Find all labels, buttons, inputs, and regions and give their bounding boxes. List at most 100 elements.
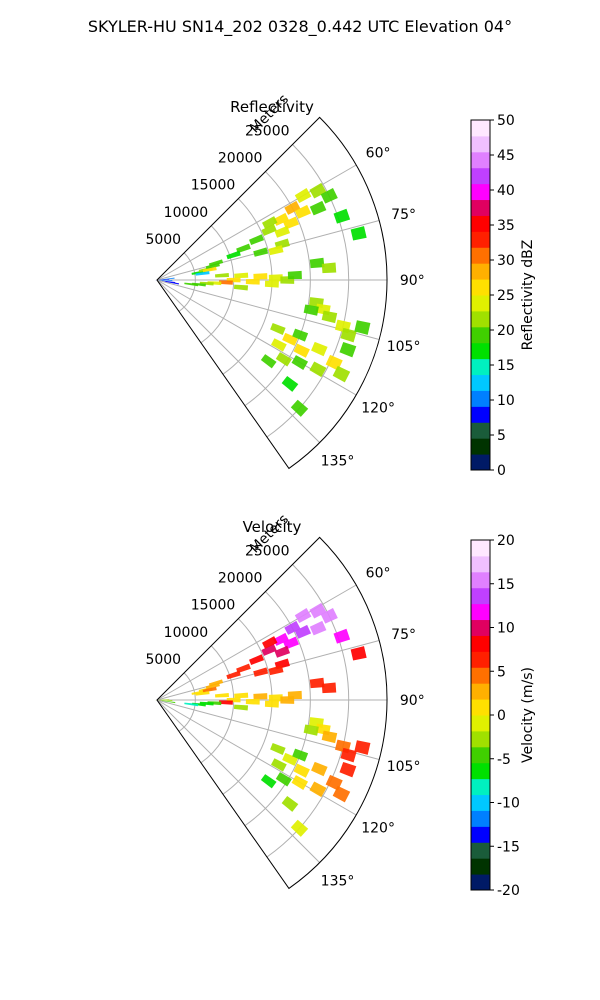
colorbar-label: Reflectivity dBZ [520,240,536,351]
colorbar-swatch [471,730,490,748]
data-cell [309,781,327,798]
range-tick-label: 15000 [191,178,236,194]
azimuth-tick-label: 90° [400,273,425,289]
data-cell [268,694,283,702]
data-cell [294,204,312,219]
range-tick-label: 10000 [164,625,209,641]
range-tick-label: 25000 [245,543,290,559]
data-cell [253,693,268,700]
data-cell [261,644,277,656]
data-cell [161,700,176,704]
colorbar-tick-label: 0 [497,463,506,479]
data-cell [274,645,291,658]
colorbar-swatch [471,667,490,684]
data-cell [303,304,319,316]
colorbar-tick-label: -5 [497,752,511,768]
range-tick-label: 20000 [218,571,263,587]
data-cell [332,785,351,803]
colorbar-swatch [471,215,490,232]
range-ring [222,198,273,375]
colorbar-swatch [471,374,490,391]
data-cell [350,226,367,241]
colorbar-swatch [471,295,490,312]
colorbar-tick-label: 40 [497,183,515,199]
colorbar-tick-label: 25 [497,288,515,304]
azimuth-tick-label: 120° [361,401,395,417]
colorbar-tick-label: 10 [497,393,515,409]
azimuth-gridline [156,164,357,281]
azimuth-tick-label: 75° [391,207,416,223]
data-cell [226,250,241,260]
data-cell [339,341,357,358]
figure-title: SKYLER-HU SN14_202 0328_0.442 UTC Elevat… [88,17,512,37]
data-cell [290,819,309,837]
data-cell [321,310,338,324]
azimuth-gridline [156,279,357,396]
data-cell [253,273,268,280]
colorbar-swatch [471,151,490,169]
data-cell [287,270,302,280]
data-cell [268,245,284,256]
velocity-panel: Velocity500010000150002000025000Meters60… [145,511,536,899]
data-cell [282,752,299,766]
data-cell [281,375,299,392]
panel-title: Reflectivity [230,98,314,116]
colorbar-tick-label: 10 [497,621,515,637]
colorbar-swatch [471,358,490,376]
range-ring [200,225,235,344]
data-cell [226,670,241,680]
data-cell [284,200,301,215]
colorbar-swatch [471,778,490,796]
range-ring [266,144,350,438]
data-cell [262,636,278,649]
colorbar-swatch [471,746,490,764]
data-cell [202,686,217,693]
colorbar-swatch [471,406,490,423]
data-cell [294,188,312,204]
azimuth-tick-label: 105° [387,339,421,355]
data-cell [260,354,277,369]
data-cell [274,225,291,238]
colorbar-tick-label: 15 [497,577,515,593]
range-tick-label: 10000 [164,205,209,221]
colorbar-swatch [471,167,490,185]
data-cell [303,724,319,736]
data-cell [160,277,175,280]
reflectivity-panel: Reflectivity500010000150002000025000Mete… [145,91,536,479]
data-cell [333,208,351,224]
range-ring [244,591,311,827]
range-ring [244,171,311,407]
data-cell [268,274,283,282]
colorbar-swatch [471,571,490,589]
data-cell [253,247,269,257]
data-cell [199,281,214,286]
colorbar-swatch [471,555,490,573]
colorbar-swatch [471,310,490,328]
data-cell [309,200,327,216]
data-cell [218,280,233,285]
data-cell [292,328,309,342]
data-cell [332,365,351,383]
data-cell [262,216,278,229]
colorbar-swatch [471,651,490,668]
data-cell [270,758,287,772]
data-cell [293,343,310,358]
panel-title: Velocity [243,518,302,536]
data-cell [282,332,299,346]
data-cell [155,699,170,701]
range-ring [178,672,196,732]
data-cell [158,280,173,281]
colorbar-swatch [471,683,490,700]
colorbar-tick-label: 20 [497,533,515,549]
data-cell [233,704,249,711]
colorbar-tick-label: 35 [497,218,515,234]
data-cell [155,279,170,281]
data-cell [354,740,371,755]
colorbar-swatch [471,390,490,407]
data-cell [165,281,179,285]
colorbar-tick-label: 30 [497,253,515,269]
colorbar-label: Velocity (m/s) [520,667,536,763]
data-cell [320,188,338,204]
colorbar-tick-label: -10 [497,796,520,812]
